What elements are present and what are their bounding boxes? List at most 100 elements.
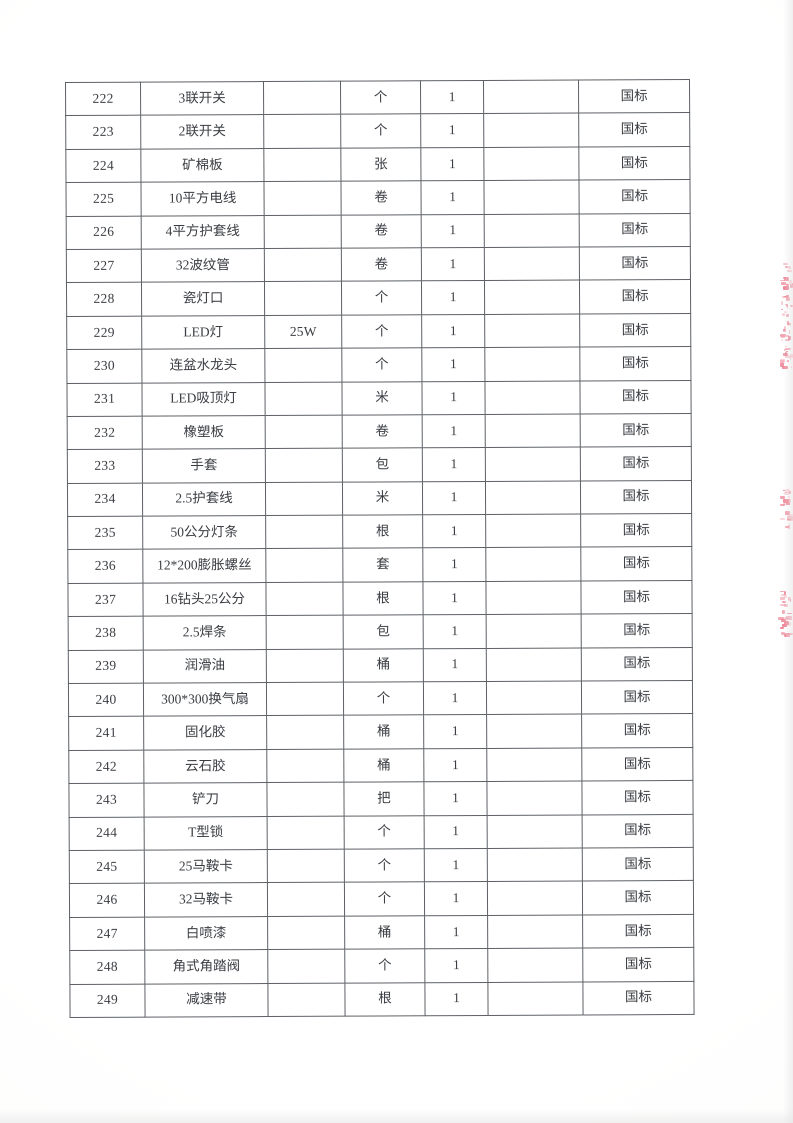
seal-speck [789,353,793,358]
seal-speck [779,597,785,601]
cell-qty: 1 [421,280,485,315]
seal-speck [786,334,789,338]
cell-no: 243 [68,783,145,818]
cell-standard: 国标 [582,880,694,915]
seal-speck [784,603,789,607]
cell-unit: 个 [341,314,422,349]
cell-standard: 国标 [582,914,694,949]
cell-qty: 1 [421,314,485,348]
seal-speck [784,278,786,281]
cell-blank [483,146,579,181]
seal-speck [782,503,787,506]
seal-speck [787,338,789,341]
seal-speck [786,499,791,501]
seal-speck [785,294,790,298]
cell-standard: 国标 [580,580,693,615]
table-row: 246 32马鞍卡 个 1 国标 [69,880,694,918]
cell-name: 16钻头25公分 [142,582,267,617]
table-row: 232 橡塑板 卷 1 国标 [67,413,692,450]
cell-qty: 1 [424,815,488,849]
cell-spec [263,181,342,216]
seal-speck [787,360,790,363]
table-row: 227 32波纹管 卷 1 国标 [66,246,691,283]
table-row: 248 角式角踏阀 个 1 国标 [69,947,694,985]
seal-speck [786,303,789,308]
seal-speck [786,501,790,506]
seal-speck [790,366,793,369]
cell-qty: 1 [421,247,485,282]
seal-speck [781,312,786,317]
cell-spec [265,515,343,549]
seal-speck [788,503,790,506]
cell-standard: 国标 [580,480,692,515]
cell-blank [485,480,581,515]
cell-blank [485,413,581,448]
cell-qty: 1 [420,80,484,115]
cell-unit: 桶 [343,715,424,749]
cell-unit: 卷 [340,180,422,215]
table-row: 223 2联开关 个 1 国标 [65,112,690,150]
cell-unit: 卷 [341,247,422,282]
seal-speck [786,296,788,300]
cell-blank [486,781,583,816]
cell-no: 224 [65,148,141,183]
seal-speck [784,488,790,493]
cell-name: 润滑油 [143,649,267,684]
cell-blank [485,547,581,582]
inventory-table-body: 222 3联开关个 1 国标 223 2联开关个 1 国标 224 矿棉板张 1 国标 225 10平方电… [65,79,695,1018]
cell-no: 232 [67,416,143,450]
cell-blank [486,614,582,649]
cell-qty: 1 [423,714,487,749]
seal-speck [787,524,791,529]
seal-speck [787,320,789,325]
seal-speck [779,590,784,593]
cell-standard: 国标 [580,446,692,481]
seal-speck [785,354,790,359]
seal-speck [781,632,786,635]
seal-speck [786,284,790,287]
seal-speck [787,612,792,615]
table-row: 240 300*300换气扇 个 1 国标 [68,680,693,717]
table-row: 236 12*200膨胀螺丝 套 1 国标 [67,546,692,584]
cell-name: T型锁 [144,816,268,851]
cell-name: 固化胶 [143,715,267,750]
cell-no: 247 [69,916,145,951]
cell-spec [267,849,345,883]
cell-name: 300*300换气扇 [143,682,267,717]
seal-speck [784,591,787,595]
cell-spec [264,248,342,282]
cell-blank [483,113,579,148]
seal-speck [780,495,786,500]
seal-speck [788,489,790,492]
cell-name: 25马鞍卡 [144,849,268,884]
cell-no: 249 [69,983,146,1018]
cell-no: 229 [66,315,142,350]
cell-no: 230 [66,349,142,384]
cell-unit: 包 [342,448,423,482]
seal-speck [786,270,792,273]
seal-speck [786,499,791,503]
cell-standard: 国标 [579,246,691,281]
seal-speck [785,277,789,282]
cell-no: 228 [66,282,142,317]
cell-unit: 卷 [341,214,422,249]
cell-standard: 国标 [581,680,693,715]
cell-standard: 国标 [582,947,694,982]
seal-speck [782,286,789,290]
table-row: 224 矿棉板 张 1 国标 [65,146,690,183]
cell-qty: 1 [421,380,486,415]
seal-speck [783,498,789,503]
cell-blank [485,514,581,548]
cell-no: 237 [67,582,144,617]
cell-spec [266,782,345,817]
table-row: 238 2.5焊条 包 1 国标 [68,613,693,651]
cell-spec [265,415,343,449]
cell-blank [484,347,580,381]
seal-speck [788,597,790,601]
cell-standard: 国标 [579,379,692,414]
seal-speck [784,345,787,347]
seal-speck [785,297,791,301]
cell-blank [483,79,579,114]
cell-blank [484,213,580,248]
cell-spec [266,615,344,650]
